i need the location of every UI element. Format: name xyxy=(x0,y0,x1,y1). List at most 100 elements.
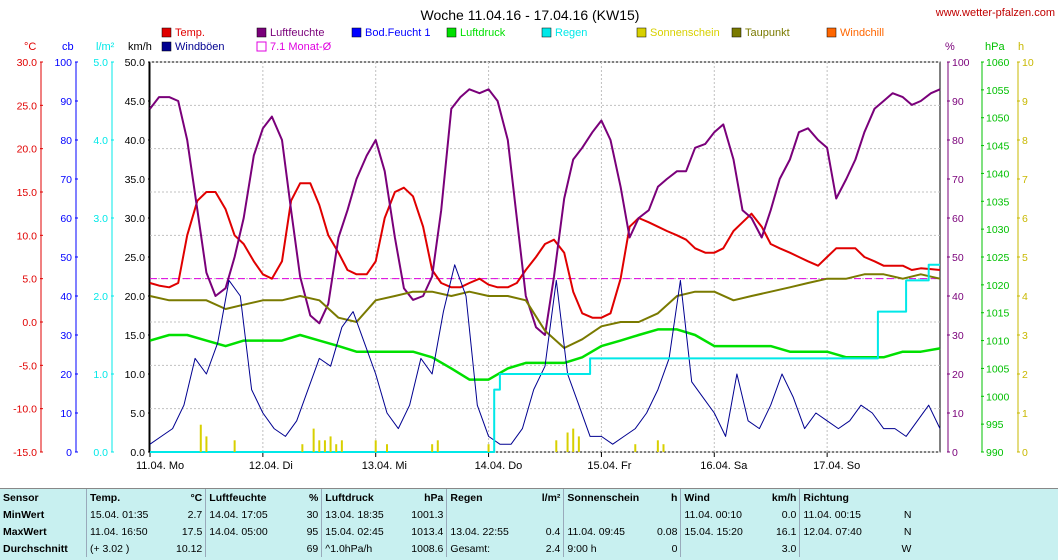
stats-cell: 30 xyxy=(306,508,319,521)
stats-cell: 1013.4 xyxy=(411,525,444,538)
axis-tick-label: 1020 xyxy=(986,280,1010,292)
series-line-regen xyxy=(150,263,940,453)
axis-unit-label: km/h xyxy=(128,41,152,53)
stats-cell: 17.5 xyxy=(181,525,203,538)
site-link[interactable]: www.wetter-pfalzen.com xyxy=(935,7,1055,19)
axis-tick-label: 1015 xyxy=(986,308,1010,320)
legend-swatch xyxy=(636,27,647,38)
stats-cell: 11.04. 09:45 xyxy=(563,523,651,540)
stats-cell: 14.04. 05:00 xyxy=(205,523,293,540)
axis-tick-label: 0.0 xyxy=(22,317,37,329)
axis-tick-label: 20 xyxy=(952,369,964,381)
axis-tick-label: 30.0 xyxy=(125,213,146,225)
stats-cell: 13.04. 18:35 xyxy=(321,506,409,523)
axis-tick-label: 35.0 xyxy=(125,174,146,186)
axis-tick-label: 0.0 xyxy=(93,447,108,459)
stats-row-label: MinWert xyxy=(3,508,45,521)
stats-header-row: Sensor Temp. °C Luftfeuchte % Luftdruck … xyxy=(0,489,914,506)
axis-tick-label: 1025 xyxy=(986,252,1010,264)
axis-tick-label: 3.0 xyxy=(93,213,108,225)
legend-swatch xyxy=(161,27,172,38)
legend-item: Regen xyxy=(541,27,587,39)
stats-cell: (+ 3.02 ) xyxy=(86,540,173,557)
legend-swatch xyxy=(446,27,457,38)
stats-col-dir: Richtung xyxy=(799,489,887,506)
legend-item: Windböen xyxy=(161,41,225,53)
stats-cell xyxy=(680,540,768,557)
legend-item: Luftfeuchte xyxy=(256,27,324,39)
axis-tick-label: 2.0 xyxy=(93,291,108,303)
legend-item: Bod.Feucht 1 xyxy=(351,27,430,39)
stats-cell: 11.04. 16:50 xyxy=(86,523,173,540)
stats-col-sun-unit: h xyxy=(670,491,678,504)
series-line-temp- xyxy=(149,182,941,319)
legend-item: Luftdruck xyxy=(446,27,506,39)
plot-area xyxy=(149,61,941,453)
x-tick-label: 15.04. Fr xyxy=(587,460,631,472)
stats-cell xyxy=(563,506,651,523)
legend-label: Luftfeuchte xyxy=(270,27,324,39)
axis-tick-label: 50 xyxy=(60,252,72,264)
series-line-taupunkt xyxy=(149,273,941,349)
axis-tick-label: 5.0 xyxy=(130,408,145,420)
axis-tick-label: 20.0 xyxy=(125,291,146,303)
stats-cell xyxy=(650,506,681,523)
legend-swatch xyxy=(256,27,267,38)
axis-tick-label: 40 xyxy=(60,291,72,303)
axis-tick-label: 30.0 xyxy=(17,57,38,69)
axis-tick-label: 5.0 xyxy=(93,57,108,69)
legend: Temp. Luftfeuchte Bod.Feucht 1 Luftdruck Reg… xyxy=(161,27,884,53)
stats-cell: 0 xyxy=(671,542,678,555)
stats-cell: N xyxy=(903,508,912,521)
stats-row-max: MaxWert 11.04. 16:50 17.5 14.04. 05:00 9… xyxy=(0,523,914,540)
legend-label: Luftdruck xyxy=(460,27,506,39)
axis-tick-label: 10 xyxy=(952,408,964,420)
axis-tick-label: 4 xyxy=(1022,291,1028,303)
stats-cell: 15.04. 02:45 xyxy=(321,523,409,540)
axis-tick-label: 100 xyxy=(952,57,970,69)
stats-cell: 1008.6 xyxy=(411,542,444,555)
stats-row-avg: Durchschnitt (+ 3.02 ) 10.12 69 ^1.0hPa/… xyxy=(0,540,914,557)
axis-unit-label: °C xyxy=(24,41,36,53)
stats-cell: 2.7 xyxy=(187,508,203,521)
legend-swatch xyxy=(351,27,362,38)
series-line-windb-en xyxy=(149,264,941,445)
axis-tick-label: 100 xyxy=(54,57,72,69)
axis-tick-label: -10.0 xyxy=(13,404,37,416)
stats-col-temp: Temp. xyxy=(86,489,173,506)
stats-cell: 9:00 h xyxy=(563,540,651,557)
axis-tick-label: 45.0 xyxy=(125,96,146,108)
stats-cell: 0.0 xyxy=(781,508,797,521)
legend-label: Regen xyxy=(555,27,587,39)
stats-col-press-unit: hPa xyxy=(424,491,444,504)
x-tick-label: 16.04. Sa xyxy=(700,460,748,472)
stats-col-temp-unit: °C xyxy=(190,491,203,504)
stats-cell: N xyxy=(903,525,912,538)
legend-label: Windböen xyxy=(175,41,225,53)
axis-tick-label: 40 xyxy=(952,291,964,303)
axis-tick-label: 40.0 xyxy=(125,135,146,147)
stats-row-label: Durchschnitt xyxy=(3,542,68,555)
stats-col-hum-unit: % xyxy=(308,491,319,504)
stats-cell: 15.04. 15:20 xyxy=(680,523,768,540)
axis-tick-label: 10.0 xyxy=(125,369,146,381)
legend-item: 7.1 Monat-Ø xyxy=(256,41,332,53)
axis-tick-label: 7 xyxy=(1022,174,1028,186)
stats-col-sun: Sonnenschein xyxy=(563,489,651,506)
axis-tick-label: 1055 xyxy=(986,85,1010,97)
stats-cell: 15.04. 01:35 xyxy=(86,506,173,523)
stats-col-rain-unit: l/m² xyxy=(541,491,561,504)
stats-cell: 3.0 xyxy=(781,542,797,555)
legend-swatch xyxy=(541,27,552,38)
stats-cell: 14.04. 17:05 xyxy=(205,506,293,523)
stats-col-wind-unit: km/h xyxy=(771,491,797,504)
legend-item: Temp. xyxy=(161,27,205,39)
stats-cell: W xyxy=(901,542,912,555)
stats-cell: 10.12 xyxy=(176,542,203,555)
axis-tick-label: 60 xyxy=(60,213,72,225)
axis-tick-label: -15.0 xyxy=(13,447,37,459)
stats-col-press: Luftdruck xyxy=(321,489,409,506)
axis-tick-label: 30 xyxy=(60,330,72,342)
legend-swatch xyxy=(256,41,267,52)
axis-tick-label: 60 xyxy=(952,213,964,225)
